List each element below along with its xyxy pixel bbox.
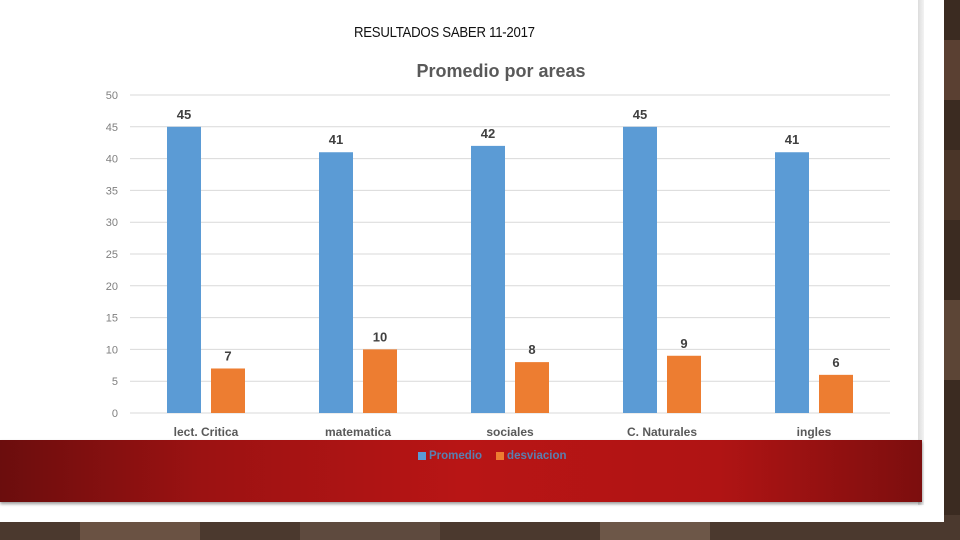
- data-label: 8: [528, 342, 535, 357]
- bar: [211, 368, 245, 413]
- bar: [819, 374, 853, 413]
- chart-title: Promedio por areas: [416, 61, 585, 81]
- legend-label-promedio: Promedio: [429, 450, 483, 462]
- y-tick-label: 40: [106, 154, 118, 166]
- legend-label-desviacion: desviacion: [507, 450, 567, 462]
- footer-band: [0, 440, 922, 502]
- data-label: 42: [481, 126, 495, 141]
- bar: [319, 152, 353, 414]
- y-tick-label: 30: [106, 217, 118, 229]
- data-label: 41: [329, 132, 343, 147]
- x-tick-label: lect. Critica: [174, 425, 239, 439]
- bar: [471, 145, 505, 413]
- y-tick-label: 0: [112, 408, 118, 420]
- data-label: 45: [177, 107, 191, 122]
- legend-swatch-promedio: [418, 452, 426, 460]
- data-label: 9: [680, 336, 687, 351]
- data-label: 6: [832, 355, 839, 370]
- x-tick-label: matematica: [325, 425, 391, 439]
- bar: [667, 355, 701, 413]
- slide-edge-shadow: [918, 0, 924, 505]
- chart-legend: Promedio desviacion: [418, 450, 567, 462]
- y-tick-label: 20: [106, 281, 118, 293]
- bar: [775, 152, 809, 414]
- bar: [515, 362, 549, 413]
- y-tick-label: 10: [106, 344, 118, 356]
- y-tick-label: 25: [106, 249, 118, 261]
- data-label: 7: [224, 348, 231, 363]
- bar: [623, 126, 657, 414]
- y-tick-label: 45: [106, 122, 118, 134]
- x-tick-label: C. Naturales: [627, 425, 697, 439]
- y-tick-label: 5: [112, 376, 118, 388]
- data-label: 10: [373, 329, 387, 344]
- data-label: 45: [633, 107, 647, 122]
- data-label: 41: [785, 132, 799, 147]
- bar: [363, 349, 397, 413]
- x-tick-label: ingles: [797, 425, 832, 439]
- legend-item-promedio: Promedio: [418, 450, 482, 462]
- legend-swatch-desviacion: [496, 452, 505, 460]
- y-tick-label: 15: [106, 313, 118, 325]
- y-tick-label: 35: [106, 185, 118, 197]
- page-title: RESULTADOS SABER 11-2017: [354, 24, 535, 41]
- x-tick-label: sociales: [486, 425, 534, 439]
- y-tick-label: 50: [106, 90, 118, 102]
- legend-item-desviacion: desviacion: [496, 450, 567, 462]
- bar: [167, 126, 201, 414]
